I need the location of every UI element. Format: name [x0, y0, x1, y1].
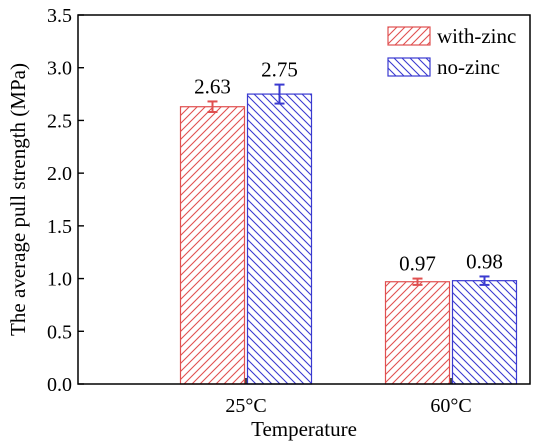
legend-swatch-no-zinc [387, 57, 431, 77]
data-label-no-zinc-60-c: 0.98 [466, 249, 503, 273]
data-label-with-zinc-60-c: 0.97 [399, 252, 436, 276]
legend-label-with-zinc: with-zinc [437, 24, 516, 48]
bar-no-zinc-25-c [246, 93, 313, 385]
bar-with-zinc-25-c [179, 106, 246, 385]
legend-label-no-zinc: no-zinc [437, 55, 500, 79]
y-tick-label: 3.5 [47, 5, 72, 27]
y-tick-label: 0.0 [47, 374, 72, 396]
x-axis-title: Temperature [251, 417, 357, 441]
y-tick-label: 1.0 [47, 269, 72, 291]
y-axis-title: The average pull strength (MPa) [6, 63, 30, 336]
y-tick-label: 1.5 [47, 216, 72, 238]
y-axis: 0.0 0.5 1.0 1.5 2.0 2.5 3.0 3.5 [47, 5, 84, 396]
y-tick-label: 0.5 [47, 321, 72, 343]
bar-no-zinc-60-c [451, 280, 518, 385]
y-tick-label: 3.0 [47, 58, 72, 80]
data-label-with-zinc-25-c: 2.63 [194, 74, 231, 98]
y-tick-label: 2.5 [47, 110, 72, 132]
legend: with-zinc no-zinc [387, 24, 516, 79]
y-tick-label: 2.0 [47, 163, 72, 185]
bars-layer [179, 93, 518, 385]
bar-with-zinc-60-c [384, 281, 451, 385]
x-tick-label-25-c: 25°C [225, 395, 266, 417]
data-labels-layer: 2.63 2.75 0.97 0.98 [194, 58, 503, 276]
x-axis: 25°C 60°C [225, 378, 472, 417]
error-bars-layer [207, 83, 490, 286]
plot-area-frame [77, 14, 531, 385]
data-label-no-zinc-25-c: 2.75 [261, 58, 298, 82]
legend-swatch-with-zinc [387, 26, 431, 46]
x-tick-label-60-c: 60°C [430, 395, 471, 417]
